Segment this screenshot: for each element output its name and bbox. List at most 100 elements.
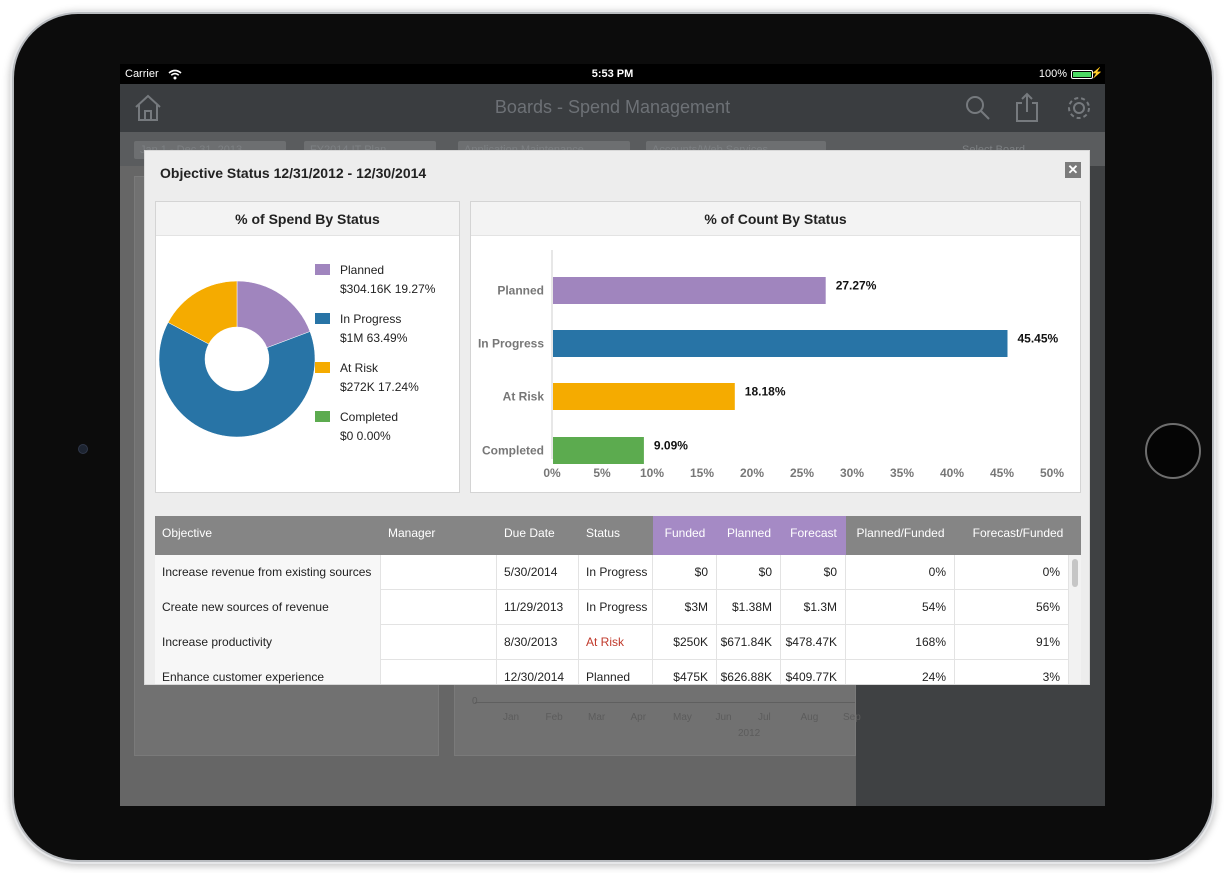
column-header-forecast[interactable]: Forecast bbox=[781, 516, 846, 555]
column-header-planned[interactable]: Planned bbox=[717, 516, 781, 555]
bar-planned[interactable] bbox=[553, 277, 826, 304]
column-header-planned-funded[interactable]: Planned/Funded bbox=[856, 526, 945, 540]
app-header: Boards - Spend Management bbox=[120, 84, 1105, 132]
count-by-status-card: % of Count By Status Planned 27.27% In Pro… bbox=[470, 201, 1081, 493]
legend-label: At Risk bbox=[340, 361, 379, 375]
background-axis-year: 2012 bbox=[738, 728, 761, 739]
table-cell-due: 12/30/2014 bbox=[497, 660, 579, 684]
bar-at-risk[interactable] bbox=[553, 383, 735, 410]
objectives-table: Objective Manager Due Date Status Funded Plan… bbox=[155, 516, 1081, 684]
column-header-status[interactable]: Status bbox=[586, 526, 621, 540]
table-cell-pf: 168% bbox=[846, 625, 955, 660]
background-month-label: Sep bbox=[843, 712, 861, 723]
table-cell-planned: $671.84K bbox=[717, 625, 781, 660]
table-cell-due: 11/29/2013 bbox=[497, 590, 579, 625]
table-cell-manager bbox=[381, 625, 497, 660]
column-header-due-date[interactable]: Due Date bbox=[504, 526, 555, 540]
table-cell-planned: $0 bbox=[717, 555, 781, 590]
table-cell-forecast: $409.77K bbox=[781, 660, 846, 684]
column-header-objective[interactable]: Objective bbox=[162, 526, 213, 540]
background-month-label: Jun bbox=[715, 712, 732, 723]
bar-value-label: 9.09% bbox=[654, 439, 688, 453]
legend-swatch bbox=[315, 264, 330, 275]
table-cell-ff: 3% bbox=[955, 660, 1069, 684]
x-tick-label: 45% bbox=[990, 466, 1014, 480]
bar-completed[interactable] bbox=[553, 437, 644, 464]
objective-status-modal: Objective Status 12/31/2012 - 12/30/2014… bbox=[144, 150, 1090, 685]
table-cell-ff: 0% bbox=[955, 555, 1069, 590]
spend-chart-title: % of Spend By Status bbox=[156, 202, 459, 236]
table-cell-planned: $1.38M bbox=[717, 590, 781, 625]
table-cell-status: In Progress bbox=[579, 590, 653, 625]
table-cell-status: Planned bbox=[579, 660, 653, 684]
legend-label: In Progress bbox=[340, 312, 402, 326]
modal-title: Objective Status 12/31/2012 - 12/30/2014 bbox=[160, 165, 427, 181]
home-icon[interactable] bbox=[134, 93, 162, 123]
table-cell-forecast: $0 bbox=[781, 555, 846, 590]
table-row[interactable]: Create new sources of revenue 11/29/2013 I… bbox=[155, 590, 1069, 625]
x-tick-label: 5% bbox=[593, 466, 611, 480]
table-cell-funded: $250K bbox=[653, 625, 717, 660]
table-cell-manager bbox=[381, 555, 497, 590]
column-header-manager[interactable]: Manager bbox=[388, 526, 436, 540]
background-axis-zero: 0 bbox=[472, 696, 478, 707]
legend-value: $0 0.00% bbox=[340, 429, 391, 443]
table-cell-manager bbox=[381, 590, 497, 625]
legend-swatch bbox=[315, 362, 330, 373]
table-cell-pf: 54% bbox=[846, 590, 955, 625]
spend-by-status-card: % of Spend By Status Planned $304.16K 19.… bbox=[155, 201, 460, 493]
background-month-label: Aug bbox=[800, 712, 819, 723]
home-button[interactable] bbox=[1145, 423, 1201, 479]
x-tick-label: 25% bbox=[790, 466, 814, 480]
table-cell-pf: 0% bbox=[846, 555, 955, 590]
column-header-forecast-funded[interactable]: Forecast/Funded bbox=[972, 526, 1064, 540]
table-cell-funded: $3M bbox=[653, 590, 717, 625]
close-button[interactable]: ✕ bbox=[1065, 162, 1081, 178]
table-cell-planned: $626.88K bbox=[717, 660, 781, 684]
gear-icon[interactable] bbox=[1064, 93, 1094, 123]
background-month-label: May bbox=[673, 712, 692, 723]
table-header: Objective Manager Due Date Status Funded Plan… bbox=[155, 516, 1081, 555]
background-month-label: Jan bbox=[503, 712, 520, 723]
x-tick-label: 0% bbox=[543, 466, 561, 480]
table-row[interactable]: Enhance customer experience 12/30/2014 Pla… bbox=[155, 660, 1069, 684]
charging-icon: ⚡ bbox=[1090, 68, 1103, 79]
table-cell-objective: Increase revenue from existing sources bbox=[155, 555, 381, 590]
table-cell-due: 5/30/2014 bbox=[497, 555, 579, 590]
x-tick-label: 15% bbox=[690, 466, 714, 480]
category-label: At Risk bbox=[503, 390, 545, 404]
table-row[interactable]: Increase revenue from existing sources 5/… bbox=[155, 555, 1069, 590]
table-cell-objective: Increase productivity bbox=[155, 625, 381, 660]
front-camera bbox=[78, 444, 88, 454]
background-month-label: Mar bbox=[588, 712, 606, 723]
category-label: Planned bbox=[497, 284, 544, 298]
x-tick-label: 10% bbox=[640, 466, 664, 480]
legend-value: $304.16K 19.27% bbox=[340, 282, 436, 296]
battery-icon bbox=[1071, 70, 1093, 79]
app-title: Boards - Spend Management bbox=[494, 97, 731, 117]
donut-slice-in-progress[interactable] bbox=[158, 322, 316, 438]
clock: 5:53 PM bbox=[591, 68, 634, 80]
search-icon[interactable] bbox=[964, 94, 992, 122]
background-month-label: Feb bbox=[545, 712, 563, 723]
donut-slice-at-risk[interactable] bbox=[167, 280, 238, 345]
category-label: Completed bbox=[482, 444, 544, 458]
count-bar-chart: Planned 27.27% In Progress 45.45% At Risk 18.… bbox=[478, 250, 1064, 480]
bar-in-progress[interactable] bbox=[553, 330, 1008, 357]
share-icon[interactable] bbox=[1013, 92, 1041, 124]
table-cell-pf: 24% bbox=[846, 660, 955, 684]
table-row[interactable]: Increase productivity 8/30/2013 At Risk $25… bbox=[155, 625, 1069, 660]
bar-value-label: 45.45% bbox=[1018, 332, 1059, 346]
bar-value-label: 27.27% bbox=[836, 279, 877, 293]
background-month-label: Apr bbox=[630, 712, 647, 723]
column-header-funded[interactable]: Funded bbox=[653, 516, 717, 555]
count-chart-title: % of Count By Status bbox=[471, 202, 1080, 236]
table-scrollbar[interactable] bbox=[1069, 555, 1081, 684]
table-cell-funded: $0 bbox=[653, 555, 717, 590]
legend-value: $1M 63.49% bbox=[340, 331, 408, 345]
table-cell-forecast: $1.3M bbox=[781, 590, 846, 625]
legend-label: Planned bbox=[340, 263, 385, 277]
scrollbar-thumb[interactable] bbox=[1072, 559, 1078, 587]
wifi-icon bbox=[168, 64, 182, 84]
carrier-label: Carrier bbox=[125, 68, 159, 80]
